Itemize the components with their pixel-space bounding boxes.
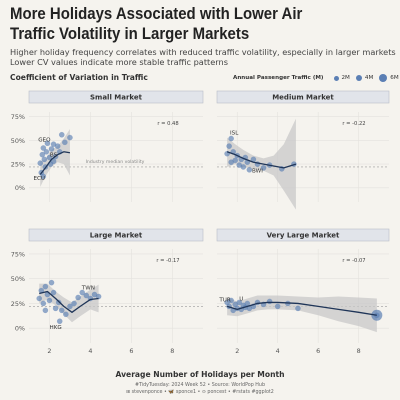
x-tick-label: 8 [170,347,174,355]
correlation-label: r = -0.07 [342,258,365,264]
x-tick-label: 8 [357,347,361,355]
data-point [49,280,54,285]
panel-medium-market: Medium Market ISL BWI r = -0.22 [217,91,389,210]
confidence-ribbon [227,296,377,333]
caption: #TidyTuesday: 2024 Week 52 • Source: Wor… [0,382,400,396]
caption-line-2: ⊞ stevenponce • 🦋 sponce1 • ⊙ poncest • … [0,389,400,396]
data-point [41,301,46,306]
y-tick-label: 75% [11,250,25,258]
data-point [267,299,272,304]
data-point [241,164,246,169]
data-point [38,161,43,166]
x-tick-label: 4 [88,347,92,355]
y-tick-label: 75% [11,113,25,121]
correlation-label: r = -0.17 [156,258,179,264]
x-tick-label: 2 [47,347,51,355]
data-point [43,284,48,289]
data-point [67,135,72,140]
data-point [53,306,58,311]
point-label: U [239,296,243,302]
data-point [47,298,52,303]
panel-title: Very Large Market [267,232,340,240]
point-label: ISL [230,131,239,137]
point-label: TWN [81,286,95,292]
x-tick-label: 6 [129,347,133,355]
panel-title: Medium Market [272,94,334,102]
data-point [59,132,64,137]
y-tick-label: 25% [11,300,25,308]
panel-large-market: Large Market 0% 25% 50% 75% 2 4 6 8 HKG TWN r = -0.… [11,229,203,355]
panel-small-market: Small Market 0% 25% 50% 75% Industry median v… [11,91,203,202]
y-tick-label: 0% [15,325,25,333]
point-label: GEO [38,137,51,143]
point-label: TUR [218,297,231,303]
data-point [57,319,62,324]
data-point [76,295,81,300]
x-axis-label: Average Number of Holidays per Month [0,370,400,379]
y-tick-label: 50% [11,137,25,145]
x-tick-label: 4 [276,347,280,355]
data-point [42,157,47,162]
data-point [44,149,49,154]
correlation-label: r = 0.48 [157,121,178,127]
data-point [295,306,300,311]
reference-line-label: Industry median volatility [86,159,145,165]
point-label: BWI [252,169,263,175]
data-point [63,312,68,317]
panel-very-large-market: Very Large Market 2 4 6 8 TUR Ur = -0.07 [217,229,389,355]
caption-line-1: #TidyTuesday: 2024 Week 52 • Source: Wor… [0,382,400,389]
data-point [62,140,67,145]
data-point [275,304,280,309]
data-point [59,308,64,313]
data-point [49,146,54,151]
point-label: BS [50,153,58,159]
data-point [37,296,42,301]
panel-title: Large Market [90,232,143,240]
x-tick-label: 6 [316,347,320,355]
data-point [43,308,48,313]
data-point [55,144,60,149]
x-tick-label: 2 [235,347,239,355]
y-tick-label: 0% [15,184,25,192]
data-point [227,144,232,149]
correlation-label: r = -0.22 [342,121,365,127]
point-label: ECU [33,176,45,182]
data-point [71,301,76,306]
point-label: HKG [50,325,62,331]
panel-title: Small Market [90,94,143,102]
data-point [233,158,238,163]
y-tick-label: 25% [11,161,25,169]
y-tick-label: 50% [11,275,25,283]
facet-plots: Small Market 0% 25% 50% 75% Industry median v… [0,0,400,370]
